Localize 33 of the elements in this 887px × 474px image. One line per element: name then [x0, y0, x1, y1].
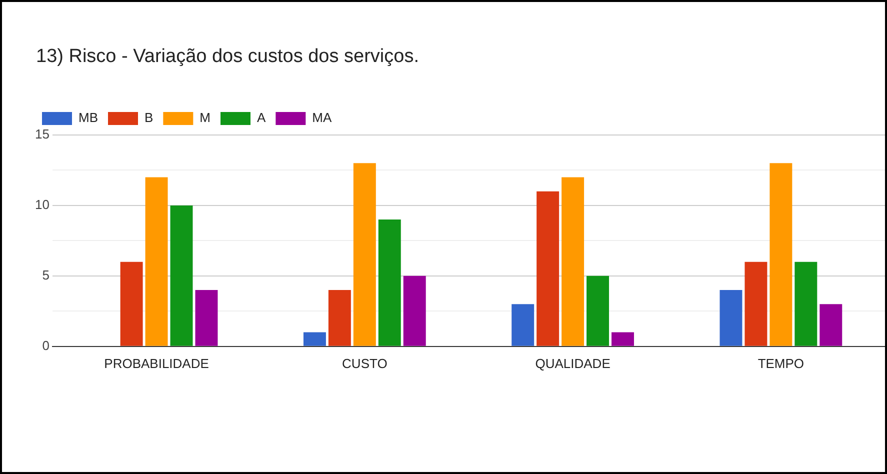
bar [353, 163, 376, 346]
bar [512, 304, 534, 346]
bar [770, 163, 792, 346]
chart-title: 13) Risco - Variação dos custos dos serviços. [36, 46, 419, 68]
bar [378, 220, 401, 346]
y-tick-label: 5 [42, 268, 50, 283]
legend-label: MA [312, 110, 332, 126]
bar [536, 191, 560, 346]
bar [794, 262, 818, 346]
legend-label: A [257, 110, 266, 126]
bar [120, 262, 143, 346]
x-tick-label: CUSTO [342, 356, 388, 371]
legend-label: M [200, 110, 211, 126]
bar [562, 177, 584, 346]
bar [744, 262, 768, 346]
bar [328, 290, 351, 346]
legend-label: B [144, 110, 154, 126]
bar [303, 332, 326, 346]
y-tick-label: 0 [42, 338, 50, 353]
bar [403, 276, 426, 346]
bar [612, 332, 634, 346]
legend-label: MB [78, 110, 98, 126]
bar [145, 177, 168, 346]
bar [586, 276, 610, 346]
bar [170, 205, 193, 346]
y-tick-label: 15 [34, 126, 50, 142]
y-tick-label: 10 [34, 197, 50, 212]
bar [820, 304, 842, 346]
bar [195, 290, 218, 346]
bar [720, 290, 742, 346]
x-tick-label: PROBABILIDADE [104, 356, 210, 371]
x-tick-label: TEMPO [758, 356, 804, 371]
x-tick-label: QUALIDADE [535, 356, 611, 371]
